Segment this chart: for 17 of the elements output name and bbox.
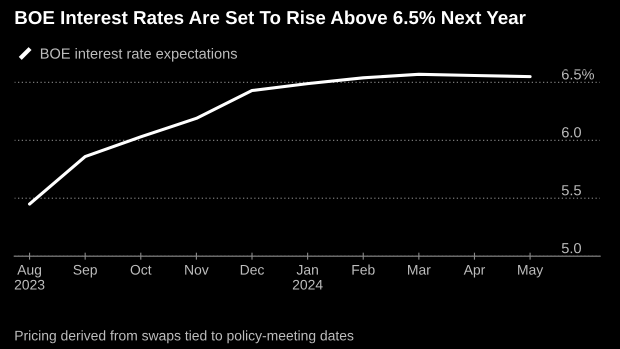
x-tick-label: Sep [73,264,97,278]
y-tick-label: 5.0 [562,242,581,254]
y-tick-label: 5.5 [562,185,581,196]
x-tick-label: May [518,265,544,278]
legend-label: BOE interest rate expectations [40,48,237,62]
text: Pricing derived from swaps tied to policy-meeting dates [15,330,354,344]
x-tick-label: Dec [240,265,264,275]
y-tick-label: 6.5% [562,69,594,80]
x-tick-label: Apr [464,265,486,278]
x-tick-label: Jan 2024 [292,265,323,290]
x-tick-label: Oct [130,264,152,275]
x-tick-label: Aug 2023 [14,265,44,290]
x-tick-label: Mar [408,265,431,275]
x-tick-label: Feb [352,264,375,275]
x-tick-label: Nov [185,265,209,275]
chart-title: BOE Interest Rates Are Set To Rise Above 6.5% Next Year [16,10,526,24]
y-tick-label: 6.0 [562,127,581,138]
